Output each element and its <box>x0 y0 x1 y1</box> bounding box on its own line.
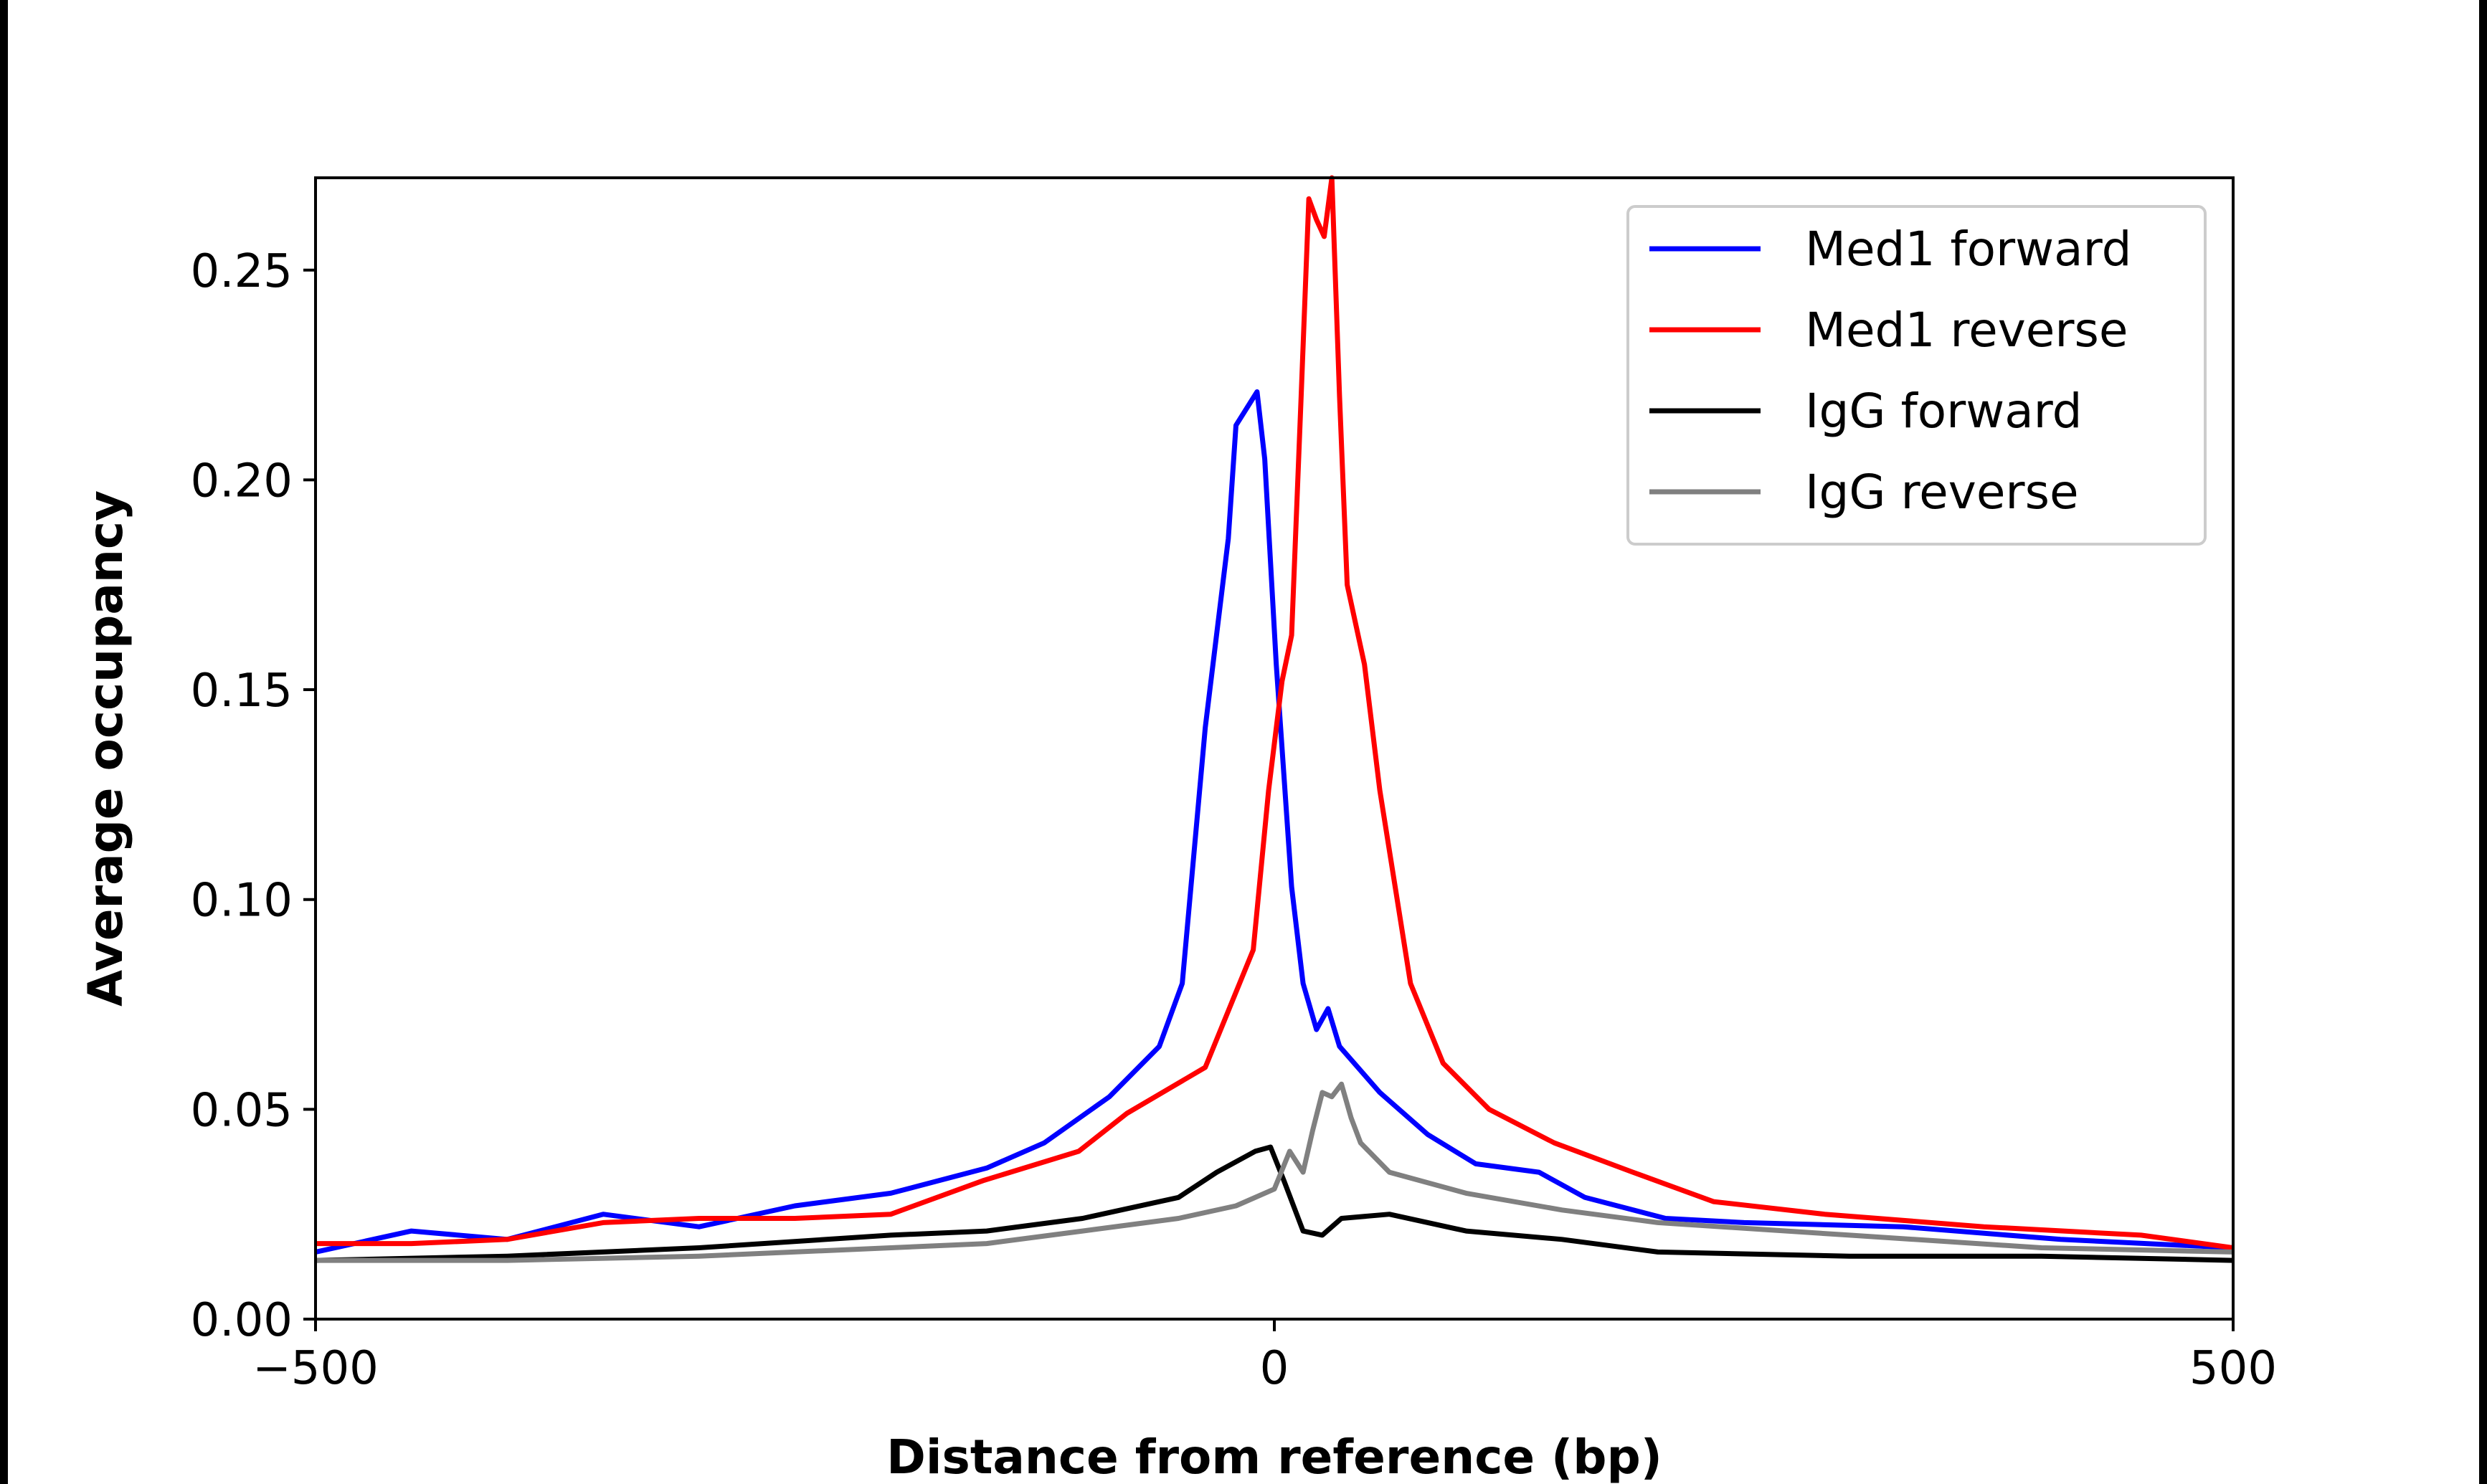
series-line-med1-reverse <box>316 175 2233 1250</box>
series-lines <box>316 175 2233 1263</box>
legend: Med1 forward Med1 reverse IgG forward IgG r… <box>1626 205 2207 546</box>
x-tick-label: −500 <box>252 1342 379 1395</box>
series-line-igg-reverse <box>316 1081 2233 1263</box>
right-border <box>2479 0 2487 1484</box>
legend-box <box>1626 205 2207 546</box>
y-tick-label: 0.00 <box>191 1294 293 1347</box>
left-border <box>0 0 8 1484</box>
legend-label: Med1 reverse <box>1805 303 2128 358</box>
legend-label: Med1 forward <box>1805 222 2131 277</box>
y-tick-label: 0.10 <box>191 875 293 928</box>
legend-label: IgG forward <box>1805 384 2083 439</box>
x-axis-label: Distance from reference (bp) <box>886 1430 1662 1484</box>
series-line-igg-forward <box>316 1144 2233 1263</box>
legend-label: IgG reverse <box>1805 465 2079 520</box>
y-tick-label: 0.05 <box>191 1084 293 1137</box>
series-line-med1-forward <box>316 389 2233 1255</box>
x-axis: −500 0 500 <box>252 1319 2277 1395</box>
y-tick-label: 0.20 <box>191 455 293 508</box>
y-axis-label: Average occupancy <box>78 490 133 1007</box>
x-tick-label: 500 <box>2189 1342 2277 1395</box>
y-axis: 0.00 0.05 0.10 0.15 0.20 0.25 <box>191 245 316 1347</box>
x-tick-label: 0 <box>1260 1342 1289 1395</box>
y-tick-label: 0.25 <box>191 245 293 298</box>
y-tick-label: 0.15 <box>191 665 293 718</box>
